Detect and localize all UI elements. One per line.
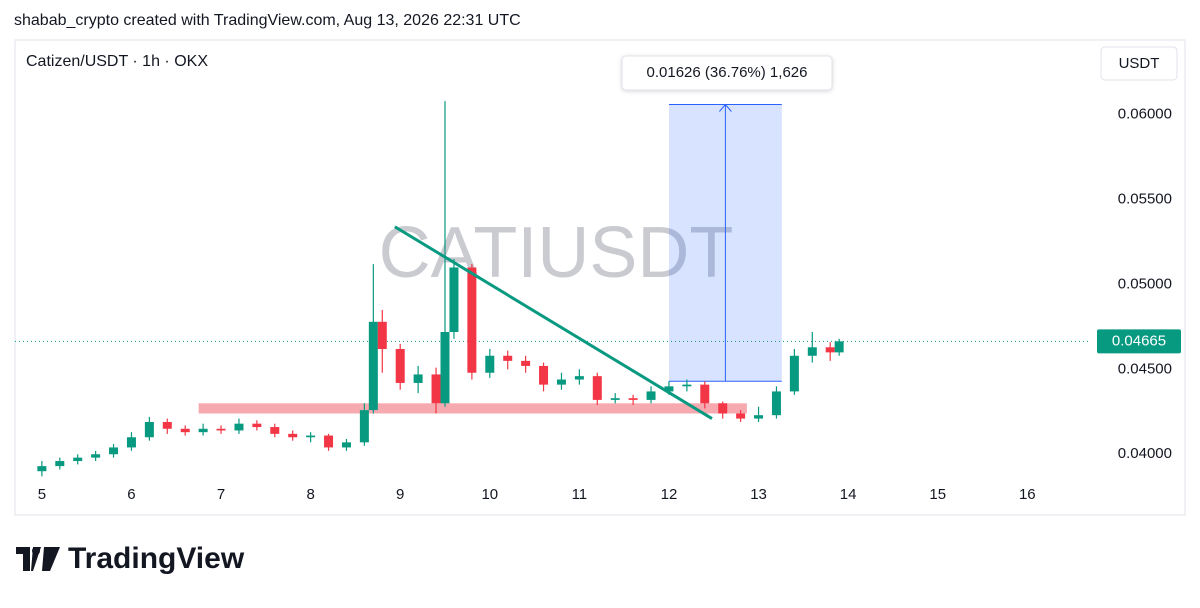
candle-body bbox=[288, 433, 298, 438]
candle-body bbox=[55, 461, 65, 467]
header: shabab_crypto created with TradingView.c… bbox=[14, 12, 521, 29]
x-tick-label: 8 bbox=[306, 486, 314, 503]
candle-body bbox=[109, 447, 119, 455]
candle-body bbox=[377, 321, 387, 349]
candle-body bbox=[270, 427, 280, 434]
candle-body bbox=[539, 365, 549, 385]
candle-body bbox=[395, 348, 405, 383]
last-price-label: 0.04665 bbox=[1112, 332, 1166, 349]
candle-body bbox=[807, 347, 817, 356]
candle-body bbox=[324, 435, 334, 448]
candle-body bbox=[431, 374, 441, 404]
candle-body bbox=[216, 428, 226, 431]
y-tick-label: 0.05500 bbox=[1118, 191, 1172, 208]
x-tick-label: 14 bbox=[840, 486, 857, 503]
candle-body bbox=[754, 415, 764, 419]
candle-body bbox=[521, 360, 531, 366]
candle-body bbox=[180, 428, 190, 433]
candle-body bbox=[449, 267, 459, 332]
candle-body bbox=[467, 267, 477, 373]
candle-body bbox=[610, 398, 620, 400]
candle-body bbox=[789, 355, 799, 392]
candle-body bbox=[413, 374, 423, 383]
candle-body bbox=[91, 454, 101, 458]
candle-body bbox=[771, 391, 781, 416]
candle-body bbox=[341, 442, 351, 448]
candle-body bbox=[664, 386, 674, 392]
symbol-title: Catizen/USDT · 1h · OKX bbox=[26, 53, 208, 70]
measure-arrowhead bbox=[719, 103, 732, 112]
candle-body bbox=[440, 332, 450, 404]
candle-body bbox=[574, 376, 584, 380]
x-tick-label: 13 bbox=[750, 486, 767, 503]
x-tick-label: 5 bbox=[38, 486, 46, 503]
candle-body bbox=[628, 398, 638, 400]
candle-body bbox=[198, 428, 208, 433]
candle-body bbox=[37, 466, 47, 472]
candle-body bbox=[306, 435, 316, 438]
x-tick-label: 6 bbox=[127, 486, 135, 503]
support-zone bbox=[198, 403, 747, 414]
candle-body bbox=[825, 347, 835, 353]
y-tick-label: 0.04000 bbox=[1118, 445, 1172, 462]
measure-label: 0.01626 (36.76%) 1,626 bbox=[647, 64, 808, 81]
logo: TradingView bbox=[16, 542, 245, 575]
candle-body bbox=[126, 437, 136, 448]
x-tick-label: 10 bbox=[481, 486, 498, 503]
x-tick-label: 16 bbox=[1019, 486, 1036, 503]
candle-body bbox=[503, 355, 513, 361]
candle-body bbox=[73, 457, 83, 462]
candle-body bbox=[359, 410, 369, 443]
candle-body bbox=[162, 421, 172, 429]
y-tick-label: 0.04500 bbox=[1118, 360, 1172, 377]
candle-body bbox=[646, 391, 656, 400]
x-tick-label: 15 bbox=[929, 486, 946, 503]
candle-body bbox=[368, 321, 378, 411]
x-tick-label: 12 bbox=[661, 486, 678, 503]
last-price-badge bbox=[1097, 329, 1181, 354]
logo-text: TradingView bbox=[68, 542, 245, 575]
x-tick-label: 7 bbox=[217, 486, 225, 503]
chart-frame bbox=[14, 39, 1186, 516]
currency-label: USDT bbox=[1119, 55, 1160, 72]
x-tick-label: 11 bbox=[572, 486, 588, 503]
trendline bbox=[394, 225, 713, 420]
measure-label-box bbox=[621, 55, 833, 91]
candle-body bbox=[252, 423, 262, 428]
currency-button[interactable] bbox=[1100, 46, 1178, 81]
candle-body bbox=[556, 379, 566, 385]
candle-body bbox=[592, 376, 602, 400]
candle-body bbox=[485, 355, 495, 373]
candle-body bbox=[700, 384, 710, 404]
candle-body bbox=[736, 413, 746, 419]
y-tick-label: 0.05000 bbox=[1118, 275, 1172, 292]
x-tick-label: 9 bbox=[396, 486, 404, 503]
candle-body bbox=[144, 421, 154, 438]
candle-body bbox=[834, 341, 844, 353]
candle-body bbox=[234, 423, 244, 431]
candle-body bbox=[718, 403, 728, 414]
candle-body bbox=[682, 384, 692, 387]
y-tick-label: 0.06000 bbox=[1118, 106, 1172, 123]
